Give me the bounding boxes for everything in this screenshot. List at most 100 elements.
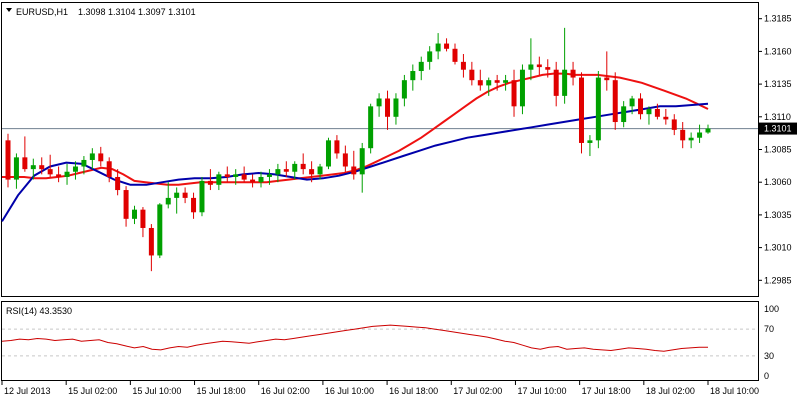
price-tick-label: 1.3160 xyxy=(764,46,792,56)
candle-body xyxy=(148,227,154,256)
candle-body xyxy=(22,157,28,170)
candle-body xyxy=(646,108,652,115)
current-price-label: 1.3101 xyxy=(764,124,792,134)
candle-body xyxy=(325,140,331,167)
rsi-tick-label: 0 xyxy=(764,371,769,381)
candle-body xyxy=(283,169,289,172)
candle-body xyxy=(359,148,365,175)
price-tick-label: 1.3035 xyxy=(764,210,792,220)
rsi-pane-frame[interactable] xyxy=(1,301,759,381)
candle-body xyxy=(562,69,568,96)
time-tick-label: 16 Jul 10:00 xyxy=(325,386,374,396)
candle-body xyxy=(258,176,264,183)
candle-body xyxy=(39,165,45,170)
candle-body xyxy=(460,61,466,70)
candle-body xyxy=(663,116,669,120)
candle-body xyxy=(165,197,171,205)
time-tick-label: 15 Jul 02:00 xyxy=(68,386,117,396)
time-tick-label: 17 Jul 02:00 xyxy=(453,386,502,396)
candle-body xyxy=(570,69,576,78)
candle-body xyxy=(435,43,441,52)
candle-body xyxy=(452,48,458,62)
rsi-tick-label: 70 xyxy=(764,324,774,334)
candle-body xyxy=(334,140,340,154)
candle-body xyxy=(688,137,694,141)
candle-body xyxy=(241,174,247,180)
candle-body xyxy=(5,140,11,180)
candle-body xyxy=(477,80,483,86)
candle-body xyxy=(604,77,610,81)
time-tick-label: 12 Jul 2013 xyxy=(4,386,51,396)
candle-body xyxy=(503,80,509,83)
time-tick-label: 15 Jul 10:00 xyxy=(132,386,181,396)
candle-body xyxy=(697,132,703,138)
candle-body xyxy=(528,64,534,70)
candle-body xyxy=(536,64,542,68)
candle-body xyxy=(216,174,222,185)
candle-body xyxy=(486,80,492,86)
candle-body xyxy=(376,98,382,107)
candle-body xyxy=(621,106,627,123)
candle-body xyxy=(47,169,53,175)
candlesticks xyxy=(5,27,711,272)
ohlc-values: 1.3098 1.3104 1.3097 1.3101 xyxy=(78,7,196,17)
rsi-series xyxy=(1,324,708,352)
triangle-down-icon[interactable] xyxy=(6,8,12,12)
time-tick-label: 16 Jul 18:00 xyxy=(389,386,438,396)
rsi-levels xyxy=(2,328,758,357)
rsi-line xyxy=(1,324,708,352)
rsi-axis: 100 70 30 0 xyxy=(764,304,779,381)
time-tick-label: 17 Jul 10:00 xyxy=(517,386,566,396)
candle-body xyxy=(418,61,424,72)
candle-body xyxy=(132,209,138,219)
candle-body xyxy=(81,159,87,167)
candle-body xyxy=(351,166,357,175)
candle-body xyxy=(511,80,517,107)
candle-body xyxy=(705,128,711,133)
price-tick-label: 1.2985 xyxy=(764,275,792,285)
candle-body xyxy=(553,69,559,96)
candle-body xyxy=(368,106,374,149)
time-tick-label: 16 Jul 02:00 xyxy=(261,386,310,396)
price-tick-label: 1.3110 xyxy=(764,112,791,122)
candle-body xyxy=(115,176,121,191)
time-tick-label: 15 Jul 18:00 xyxy=(197,386,246,396)
candle-body xyxy=(494,80,500,83)
candle-body xyxy=(56,174,62,177)
price-tick-label: 1.3060 xyxy=(764,177,792,187)
candle-body xyxy=(13,157,19,180)
candle-body xyxy=(199,180,205,213)
candle-body xyxy=(292,163,298,172)
candle-body xyxy=(174,192,180,198)
price-axis: 1.3185 1.3160 1.3135 1.3110 1.3085 1.3060 1.30… xyxy=(758,14,797,285)
candle-body xyxy=(393,98,399,117)
candle-body xyxy=(140,209,146,228)
candle-body xyxy=(250,179,256,183)
candle-body xyxy=(545,67,551,70)
candle-body xyxy=(300,163,306,170)
candle-body xyxy=(30,165,36,170)
candle-body xyxy=(680,129,686,141)
symbol-label: EURUSD,H1 xyxy=(16,7,68,17)
price-tick-label: 1.3185 xyxy=(764,14,792,24)
candle-body xyxy=(317,166,323,175)
candle-body xyxy=(207,180,213,185)
price-tick-label: 1.3135 xyxy=(764,79,792,89)
candle-body xyxy=(385,98,391,117)
candle-body xyxy=(89,153,95,160)
candle-body xyxy=(157,204,163,256)
candle-body xyxy=(342,153,348,167)
rsi-tick-label: 30 xyxy=(764,351,774,361)
candle-body xyxy=(410,71,416,81)
time-axis: 12 Jul 2013 15 Jul 02:00 15 Jul 10:00 15 Ju… xyxy=(1,381,759,396)
candle-body xyxy=(309,169,315,175)
candle-body xyxy=(123,190,129,219)
candle-body xyxy=(64,171,70,177)
candle-body xyxy=(427,51,433,62)
price-tick-label: 1.3085 xyxy=(764,145,792,155)
candle-body xyxy=(469,69,475,81)
rsi-tick-label: 100 xyxy=(764,304,779,314)
candle-body xyxy=(191,197,197,213)
